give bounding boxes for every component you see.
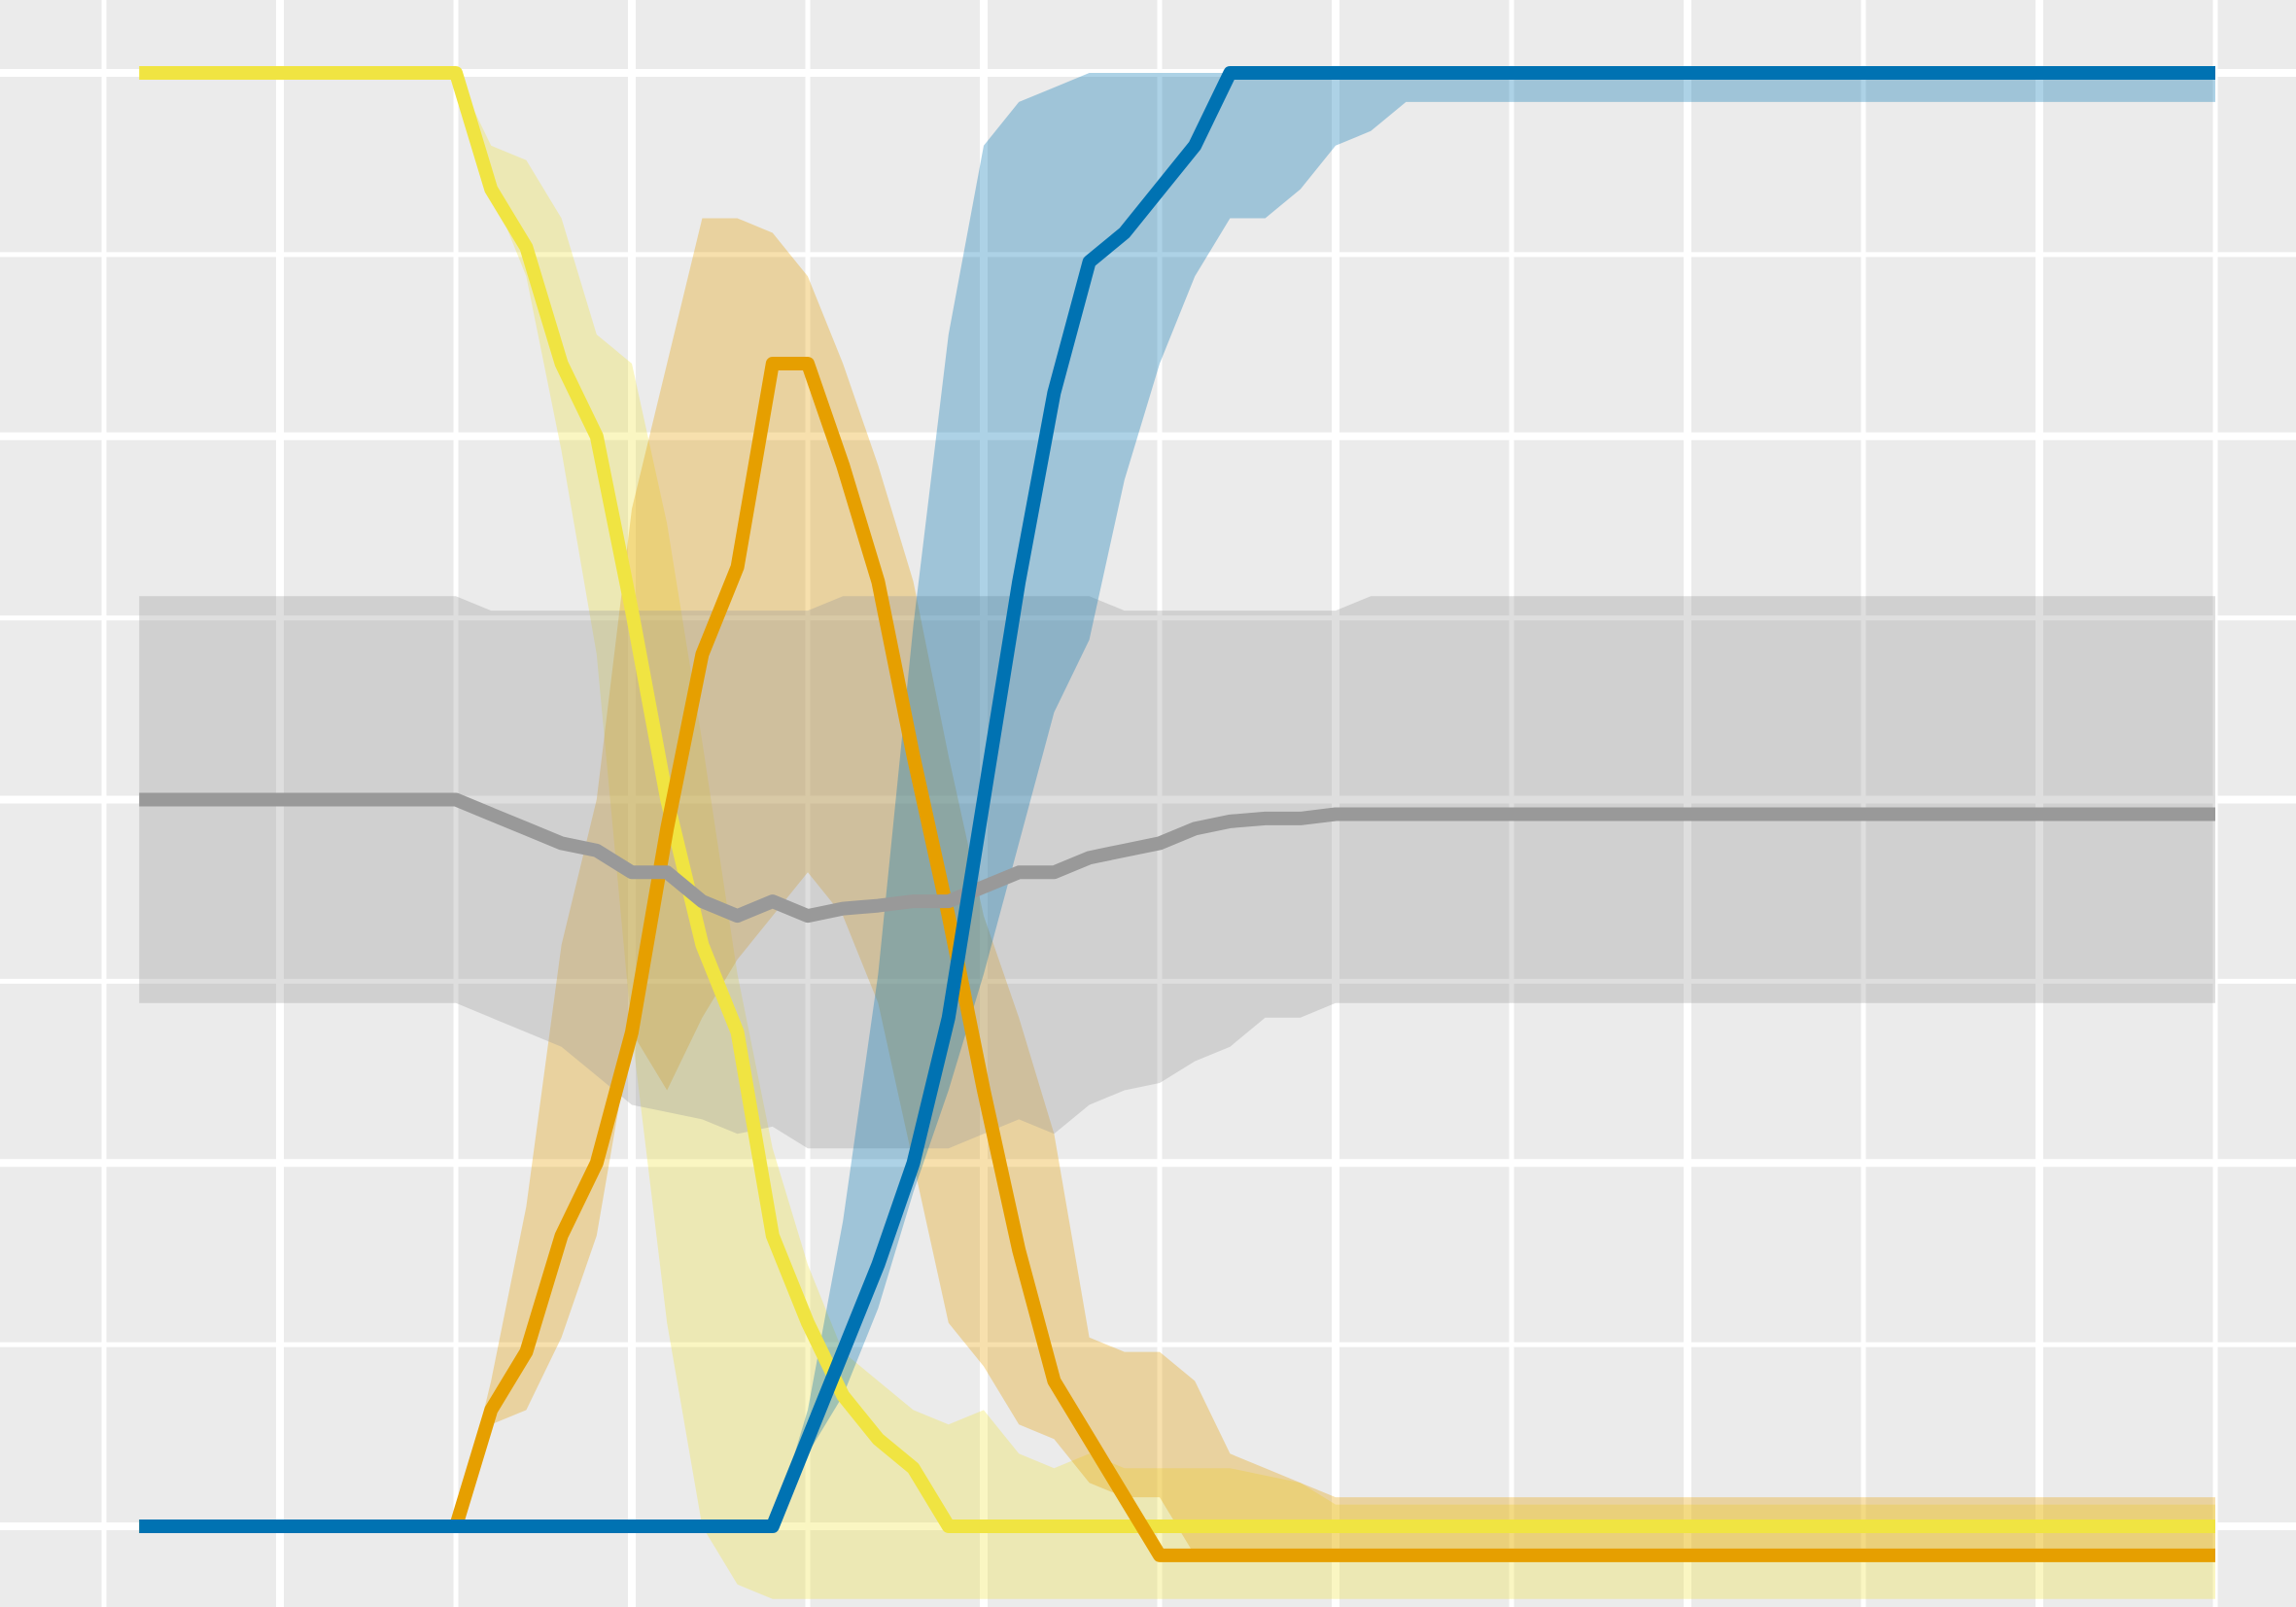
series-3-line (139, 66, 2215, 1533)
series-0-band (139, 73, 2216, 1599)
series-1-band (139, 218, 2216, 1555)
series-1-line (139, 357, 2215, 1562)
series-2-line (139, 792, 2215, 924)
series-lines (139, 66, 2215, 1562)
series-0-line (139, 66, 2215, 1533)
